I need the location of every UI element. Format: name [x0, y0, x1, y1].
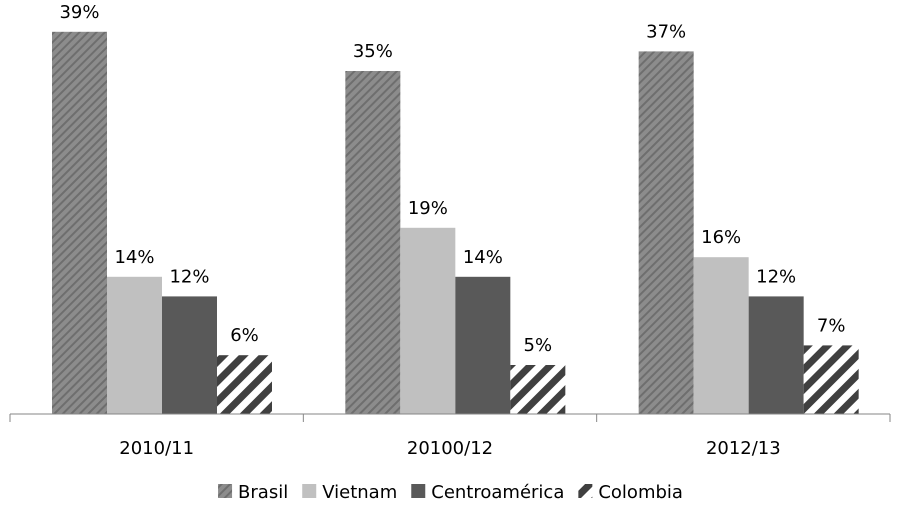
data-label-colombia-2012-13: 7%	[817, 315, 846, 336]
bar-centroamerica-2012-13	[748, 296, 804, 414]
bar-vietnam-2012-13	[693, 257, 749, 414]
bar-vietnam-2010-11	[107, 276, 162, 414]
bars-group	[52, 31, 859, 415]
data-labels-group: 39% 14% 12% 6% 35% 19% 14% 5% 37% 16% 12% 7%	[59, 2, 845, 356]
bar-centroamerica-20100-12	[455, 276, 511, 414]
bar-brasil-2010-11	[52, 31, 107, 415]
legend-swatch-colombia	[578, 484, 593, 498]
bar-brasil-2012-13	[638, 51, 694, 415]
legend: Brasil Vietnam Centroamérica Colombia	[218, 482, 683, 503]
data-label-centroamerica-2010-11: 12%	[169, 266, 209, 287]
data-label-centroamerica-20100-12: 14%	[463, 247, 503, 268]
data-label-brasil-2010-11: 39%	[59, 2, 99, 23]
data-label-centroamerica-2012-13: 12%	[756, 266, 796, 287]
category-label-2010-11: 2010/11	[119, 438, 194, 459]
data-label-brasil-20100-12: 35%	[353, 41, 393, 62]
category-labels-group: 2010/11 20100/12 2012/13	[119, 438, 780, 459]
legend-item-brasil: Brasil	[218, 482, 288, 503]
bar-centroamerica-2010-11	[162, 296, 217, 414]
legend-swatch-centroamerica	[411, 484, 426, 498]
bar-colombia-2012-13	[803, 345, 859, 414]
data-label-vietnam-2012-13: 16%	[701, 227, 741, 248]
bar-brasil-20100-12	[345, 71, 401, 414]
legend-label-brasil: Brasil	[238, 482, 288, 503]
bar-colombia-2010-11	[217, 355, 272, 414]
data-label-vietnam-2010-11: 14%	[114, 247, 154, 268]
legend-label-colombia: Colombia	[598, 482, 683, 503]
data-label-vietnam-20100-12: 19%	[408, 198, 448, 219]
legend-item-vietnam: Vietnam	[302, 482, 397, 503]
data-label-colombia-20100-12: 5%	[524, 335, 553, 356]
bar-colombia-20100-12	[510, 365, 566, 414]
bar-vietnam-20100-12	[400, 227, 456, 414]
legend-item-colombia: Colombia	[578, 482, 683, 503]
legend-label-centroamerica: Centroamérica	[431, 482, 564, 503]
data-label-colombia-2010-11: 6%	[230, 325, 259, 346]
legend-swatch-brasil	[218, 484, 233, 498]
x-axis	[9, 413, 891, 422]
legend-swatch-vietnam	[302, 484, 317, 498]
category-label-20100-12: 20100/12	[407, 438, 493, 459]
legend-label-vietnam: Vietnam	[322, 482, 397, 503]
data-label-brasil-2012-13: 37%	[646, 21, 686, 42]
category-label-2012-13: 2012/13	[706, 438, 781, 459]
legend-item-centroamerica: Centroamérica	[411, 482, 564, 503]
